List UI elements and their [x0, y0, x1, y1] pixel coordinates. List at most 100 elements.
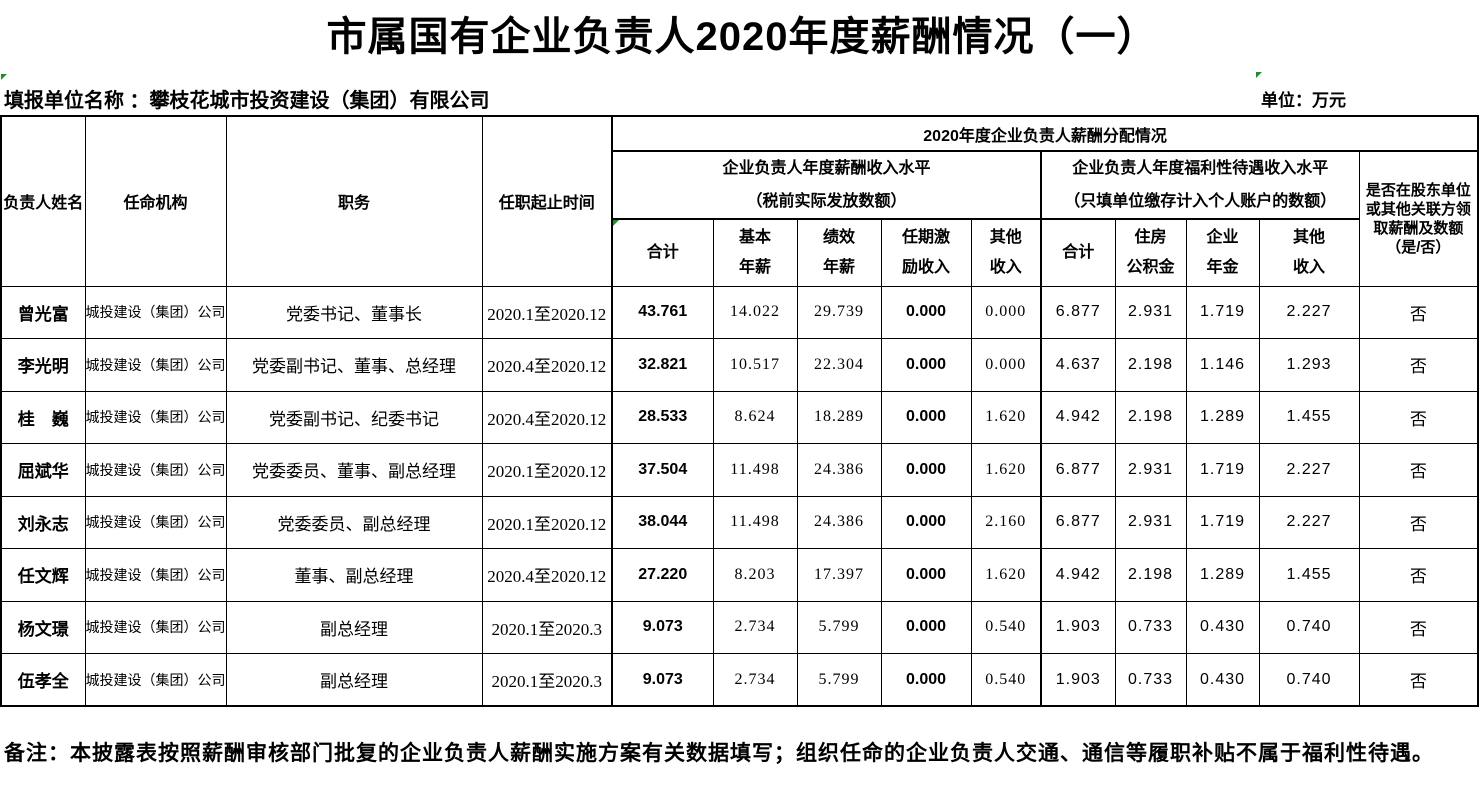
- cell-related-party: 否: [1358, 600, 1479, 654]
- cell-housing-fund: 2.198: [1114, 338, 1187, 392]
- cell-related-party: 否: [1358, 653, 1479, 707]
- cell-other-income: 1.620: [970, 548, 1042, 602]
- base-line1: 基本: [738, 228, 771, 246]
- col-header-distribution: 2020年度企业负责人薪酬分配情况: [610, 115, 1479, 152]
- cell-incentive-income: 0.000: [880, 548, 972, 602]
- cell-housing-fund: 2.931: [1114, 443, 1187, 497]
- related-line4: （是/否）: [1386, 238, 1451, 256]
- cell-welfare-other: 1.455: [1258, 548, 1360, 602]
- other-line1: 其他: [989, 228, 1022, 246]
- cell-incentive-income: 0.000: [880, 285, 972, 339]
- related-line3: 取薪酬及数额: [1373, 219, 1464, 237]
- cell-tenure: 2020.1至2020.12: [481, 495, 613, 549]
- cell-position: 党委副书记、董事、总经理: [225, 338, 483, 392]
- col-header-welfare-group: 企业负责人年度福利性待遇收入水平 （只填单位缴存计入个人账户的数额）: [1040, 150, 1360, 220]
- cell-welfare-total: 4.942: [1040, 390, 1116, 444]
- cell-org: 城投建设（集团）公司: [84, 338, 227, 392]
- cell-position: 副总经理: [225, 653, 483, 707]
- cell-position: 党委委员、副总经理: [225, 495, 483, 549]
- table-row: 伍孝全 城投建设（集团）公司 副总经理 2020.1至2020.3 9.073 …: [0, 653, 1479, 707]
- cell-housing-fund: 2.198: [1114, 548, 1187, 602]
- cell-position: 党委书记、董事长: [225, 285, 483, 339]
- report-unit-label: 填报单位名称 ：攀枝花城市投资建设（集团）有限公司: [4, 90, 490, 112]
- col-header-welfare-total: 合计: [1040, 218, 1116, 287]
- cell-annuity: 1.719: [1185, 285, 1260, 339]
- col-header-salary-group: 企业负责人年度薪酬收入水平 （税前实际发放数额）: [611, 150, 1042, 220]
- table-row: 刘永志 城投建设（集团）公司 党委委员、副总经理 2020.1至2020.12 …: [0, 495, 1479, 549]
- cell-housing-fund: 0.733: [1114, 600, 1187, 654]
- cell-base-salary: 2.734: [712, 600, 798, 654]
- cell-base-salary: 8.624: [712, 390, 798, 444]
- page-title: 市属国有企业负责人2020年度薪酬情况（一）: [326, 15, 1158, 59]
- table-row: 任文辉 城投建设（集团）公司 董事、副总经理 2020.4至2020.12 27…: [0, 548, 1479, 602]
- cell-org: 城投建设（集团）公司: [84, 495, 227, 549]
- related-line1: 是否在股东单位: [1365, 181, 1471, 199]
- col-header-salary-total: 合计: [611, 218, 714, 287]
- table-row: 李光明 城投建设（集团）公司 党委副书记、董事、总经理 2020.4至2020.…: [0, 338, 1479, 392]
- cell-other-income: 0.000: [970, 285, 1042, 339]
- cell-base-salary: 8.203: [712, 548, 798, 602]
- cell-other-income: 1.620: [970, 443, 1042, 497]
- cell-housing-fund: 2.931: [1114, 285, 1187, 339]
- welfare-total-label: 合计: [1062, 243, 1095, 261]
- cell-other-income: 0.540: [970, 600, 1042, 654]
- cell-housing-fund: 2.931: [1114, 495, 1187, 549]
- cell-annuity: 1.289: [1185, 548, 1260, 602]
- cell-name: 刘永志: [0, 495, 86, 549]
- cell-name: 桂 巍: [0, 390, 86, 444]
- welfare-group-line1: 企业负责人年度福利性待遇收入水平: [1072, 160, 1329, 177]
- col-header-org: 任命机构: [84, 115, 227, 287]
- col-header-annuity: 企业 年金: [1185, 218, 1260, 287]
- cell-welfare-other: 0.740: [1258, 653, 1360, 707]
- cell-incentive-income: 0.000: [880, 338, 972, 392]
- welfare-other-line2: 收入: [1292, 258, 1325, 276]
- cell-welfare-other: 1.455: [1258, 390, 1360, 444]
- cell-welfare-other: 2.227: [1258, 285, 1360, 339]
- cell-base-salary: 14.022: [712, 285, 798, 339]
- cell-annuity: 0.430: [1185, 600, 1260, 654]
- cell-other-income: 1.620: [970, 390, 1042, 444]
- cell-welfare-other: 2.227: [1258, 495, 1360, 549]
- cell-welfare-total: 1.903: [1040, 600, 1116, 654]
- cell-org: 城投建设（集团）公司: [84, 653, 227, 707]
- cell-annuity: 1.146: [1185, 338, 1260, 392]
- col-header-tenure: 任职起止时间: [481, 115, 613, 287]
- col-header-name: 负责人姓名: [0, 115, 86, 287]
- col-header-welfare-other: 其他 收入: [1258, 218, 1360, 287]
- cell-performance-salary: 24.386: [796, 495, 882, 549]
- related-line2: 或其他关联方领: [1365, 200, 1471, 218]
- col-header-incentive-income: 任期激 励收入: [880, 218, 972, 287]
- col-header-position: 职务: [225, 115, 483, 287]
- cell-org: 城投建设（集团）公司: [84, 285, 227, 339]
- cell-annuity: 1.719: [1185, 495, 1260, 549]
- cell-position: 党委委员、董事、副总经理: [225, 443, 483, 497]
- cell-name: 杨文璟: [0, 600, 86, 654]
- cell-related-party: 否: [1358, 390, 1479, 444]
- housing-line2: 公积金: [1126, 258, 1175, 276]
- cell-related-party: 否: [1358, 548, 1479, 602]
- cell-position: 副总经理: [225, 600, 483, 654]
- cell-annuity: 0.430: [1185, 653, 1260, 707]
- cell-position: 董事、副总经理: [225, 548, 483, 602]
- cell-tenure: 2020.1至2020.3: [481, 600, 613, 654]
- footer-note: 备注：本披露表按照薪酬审核部门批复的企业负责人薪酬实施方案有关数据填写；组织任命…: [4, 742, 1434, 765]
- incentive-line2: 励收入: [901, 258, 950, 276]
- cell-performance-salary: 5.799: [796, 600, 882, 654]
- cell-incentive-income: 0.000: [880, 390, 972, 444]
- cell-org: 城投建设（集团）公司: [84, 600, 227, 654]
- cell-base-salary: 11.498: [712, 443, 798, 497]
- cell-performance-salary: 17.397: [796, 548, 882, 602]
- cell-related-party: 否: [1358, 285, 1479, 339]
- cell-base-salary: 2.734: [712, 653, 798, 707]
- cell-housing-fund: 2.198: [1114, 390, 1187, 444]
- cell-performance-salary: 5.799: [796, 653, 882, 707]
- salary-group-line2: （税前实际发放数额）: [746, 193, 907, 210]
- cell-name: 曾光富: [0, 285, 86, 339]
- cell-salary-total: 27.220: [611, 548, 714, 602]
- table-row: 杨文璟 城投建设（集团）公司 副总经理 2020.1至2020.3 9.073 …: [0, 600, 1479, 654]
- salary-total-label: 合计: [646, 243, 679, 261]
- cell-performance-salary: 24.386: [796, 443, 882, 497]
- cell-incentive-income: 0.000: [880, 495, 972, 549]
- cell-salary-total: 28.533: [611, 390, 714, 444]
- cell-base-salary: 10.517: [712, 338, 798, 392]
